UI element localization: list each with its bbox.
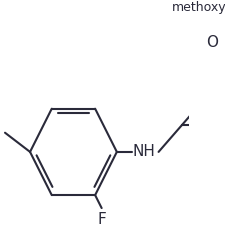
Text: NH: NH	[132, 144, 155, 159]
Text: F: F	[97, 212, 106, 227]
Text: methoxy: methoxy	[171, 1, 225, 14]
Text: O: O	[205, 35, 217, 50]
